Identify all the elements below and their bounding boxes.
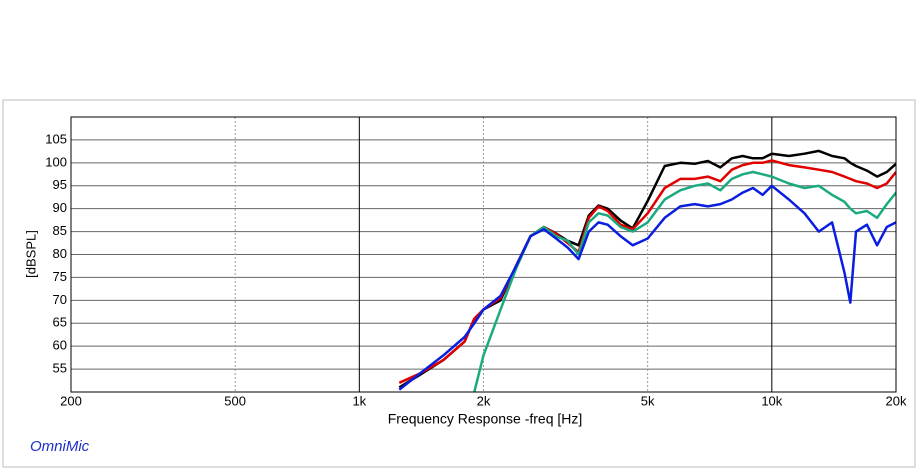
annotation: OmniMic bbox=[30, 438, 90, 455]
panel bbox=[2, 99, 916, 468]
y-tick-label: 55 bbox=[53, 361, 67, 376]
x-tick-label: 20k bbox=[886, 393, 907, 408]
x-tick-label: 500 bbox=[224, 393, 246, 408]
y-tick-label: 100 bbox=[45, 154, 67, 169]
y-tick-label: 105 bbox=[45, 131, 67, 146]
x-tick-label: 2k bbox=[477, 393, 491, 408]
y-tick-label: 95 bbox=[53, 177, 67, 192]
series-line bbox=[473, 170, 896, 392]
x-tick-label: 200 bbox=[60, 393, 82, 408]
y-axis-label: [dBSPL] bbox=[23, 230, 38, 278]
grid bbox=[70, 117, 897, 392]
y-tick-label: 65 bbox=[53, 315, 67, 330]
x-axis-label: Frequency Response -freq [Hz] bbox=[388, 411, 583, 427]
x-tick-label: 10k bbox=[761, 393, 782, 408]
y-tick-label: 60 bbox=[53, 338, 67, 353]
y-tick-label: 85 bbox=[53, 223, 67, 238]
plot-frame bbox=[70, 116, 897, 393]
y-tick-label: 80 bbox=[53, 246, 67, 261]
y-tick-label: 90 bbox=[53, 200, 67, 215]
y-tick-label: 75 bbox=[53, 269, 67, 284]
series-line bbox=[398, 184, 896, 391]
y-tick-label: 70 bbox=[53, 292, 67, 307]
x-tick-label: 1k bbox=[352, 393, 366, 408]
x-tick-label: 5k bbox=[641, 393, 655, 408]
plot-lines bbox=[398, 149, 896, 392]
